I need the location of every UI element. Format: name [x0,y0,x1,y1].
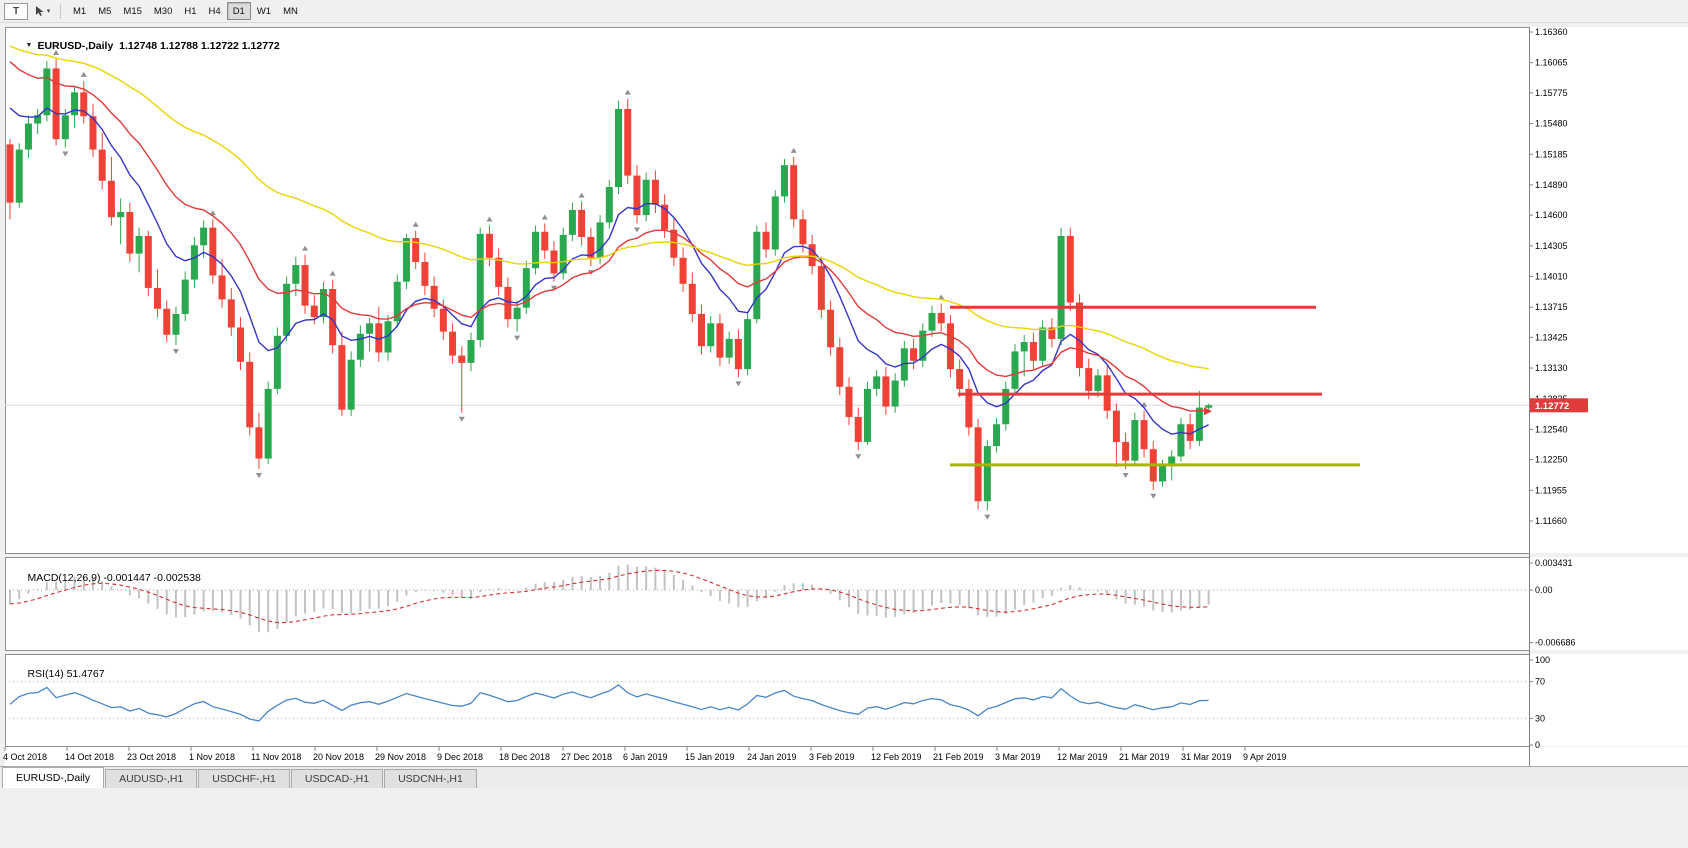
chart-area[interactable]: 1.16360 1.16065 1.15775 1.15480 1.15185 1.148… [0,24,1688,769]
svg-text:11 Nov 2018: 11 Nov 2018 [251,752,301,762]
svg-text:9 Dec 2018: 9 Dec 2018 [437,752,483,762]
ma-line-55 [9,45,1209,370]
svg-text:1.12250: 1.12250 [1535,455,1568,465]
svg-text:3 Feb 2019: 3 Feb 2019 [809,752,855,762]
svg-text:1.13425: 1.13425 [1535,332,1568,342]
chart-tab-usdcad-h1[interactable]: USDCAD-,H1 [290,769,384,788]
candlesticks-layer [6,59,1213,511]
moving-averages-layer [9,45,1209,435]
svg-text:14 Oct 2018: 14 Oct 2018 [65,752,114,762]
svg-text:4 Oct 2018: 4 Oct 2018 [3,752,47,762]
svg-text:21 Mar 2019: 21 Mar 2019 [1119,752,1170,762]
toolbar-separator [60,3,61,19]
svg-text:1.15775: 1.15775 [1535,88,1568,98]
cursor-tool-button[interactable]: ▾ [30,2,54,21]
svg-text:0.00: 0.00 [1535,585,1553,595]
svg-text:23 Oct 2018: 23 Oct 2018 [127,752,176,762]
svg-text:1.12540: 1.12540 [1535,424,1568,434]
svg-text:1.14305: 1.14305 [1535,241,1568,251]
svg-text:9 Apr 2019: 9 Apr 2019 [1243,752,1287,762]
svg-text:1.16065: 1.16065 [1535,58,1568,68]
ma-line-21 [9,61,1209,412]
svg-text:1.11955: 1.11955 [1535,485,1567,495]
svg-text:0: 0 [1535,740,1540,750]
tf-button-mn[interactable]: MN [283,5,298,17]
tf-button-m30[interactable]: M30 [153,5,173,17]
svg-text:70: 70 [1535,677,1545,687]
svg-text:27 Dec 2018: 27 Dec 2018 [561,752,612,762]
current-price-badge: 1.12772 [1530,398,1588,413]
svg-text:18 Dec 2018: 18 Dec 2018 [499,752,550,762]
svg-text:1.14600: 1.14600 [1535,210,1568,220]
svg-text:0.003431: 0.003431 [1535,558,1573,568]
tf-button-m1[interactable]: M1 [73,5,87,17]
svg-text:3 Mar 2019: 3 Mar 2019 [995,752,1041,762]
svg-text:15 Jan 2019: 15 Jan 2019 [685,752,735,762]
chart-tab-usdchf-h1[interactable]: USDCHF-,H1 [198,769,290,788]
chart-tab-audusd-h1[interactable]: AUDUSD-,H1 [105,769,198,788]
last-price-arrow-icon [1204,407,1212,416]
svg-text:1.16360: 1.16360 [1535,27,1568,37]
t-tool-icon[interactable]: T [4,2,28,20]
tf-button-d1[interactable]: D1 [226,2,251,20]
tf-button-h4[interactable]: H4 [208,5,221,17]
svg-text:1.15185: 1.15185 [1535,149,1568,159]
svg-text:1.15480: 1.15480 [1535,119,1568,129]
svg-text:-0.006686: -0.006686 [1535,638,1576,648]
svg-text:100: 100 [1535,655,1550,665]
svg-text:1.14890: 1.14890 [1535,180,1568,190]
cursor-icon [35,6,44,16]
svg-text:1.13715: 1.13715 [1535,302,1568,312]
svg-text:12 Mar 2019: 12 Mar 2019 [1057,752,1108,762]
svg-text:1.11660: 1.11660 [1535,516,1567,526]
toolbar: T ▾ M1 M5 M15 M30 H1 H4 D1 W1 MN [0,0,1688,23]
svg-text:1 Nov 2018: 1 Nov 2018 [189,752,235,762]
svg-text:20 Nov 2018: 20 Nov 2018 [313,752,364,762]
t-tool-glyph: T [12,5,20,17]
ma-line-10 [9,107,1209,435]
panel-backgrounds [0,24,1688,769]
svg-text:12 Feb 2019: 12 Feb 2019 [871,752,922,762]
svg-text:1.12772: 1.12772 [1535,401,1569,412]
chart-tab-eurusd-daily[interactable]: EURUSD-,Daily [2,767,105,788]
chart-tab-usdcnh-h1[interactable]: USDCNH-,H1 [384,769,477,788]
chart-tabbar: EURUSD-,Daily AUDUSD-,H1 USDCHF-,H1 USDCAD-… [0,766,1688,788]
tf-button-h1[interactable]: H1 [184,5,197,17]
svg-text:30: 30 [1535,713,1545,723]
date-axis[interactable]: 4 Oct 2018 14 Oct 2018 23 Oct 2018 1 Nov 20… [3,747,1287,762]
tf-button-m15[interactable]: M15 [123,5,142,17]
svg-text:21 Feb 2019: 21 Feb 2019 [933,752,984,762]
svg-text:24 Jan 2019: 24 Jan 2019 [747,752,797,762]
macd-signal-line [9,569,1209,624]
rsi-layer [5,681,1529,722]
svg-text:6 Jan 2019: 6 Jan 2019 [623,752,668,762]
svg-text:1.13130: 1.13130 [1535,363,1568,373]
rsi-line [9,684,1209,722]
svg-text:31 Mar 2019: 31 Mar 2019 [1181,752,1232,762]
timeframe-buttons: M1 M5 M15 M30 H1 H4 D1 W1 MN [67,2,304,20]
tf-button-m5[interactable]: M5 [98,5,112,17]
price-chart[interactable]: 1.16360 1.16065 1.15775 1.15480 1.15185 1.148… [0,24,1688,769]
fractal-marks-layer [53,50,1157,520]
tf-button-w1[interactable]: W1 [256,5,272,17]
svg-text:1.14010: 1.14010 [1535,272,1568,282]
dropdown-caret-icon: ▾ [46,8,51,15]
overlay-lines-layer[interactable] [950,305,1360,467]
svg-text:29 Nov 2018: 29 Nov 2018 [375,752,426,762]
